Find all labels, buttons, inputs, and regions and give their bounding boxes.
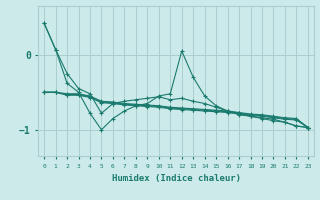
X-axis label: Humidex (Indice chaleur): Humidex (Indice chaleur) (111, 174, 241, 183)
